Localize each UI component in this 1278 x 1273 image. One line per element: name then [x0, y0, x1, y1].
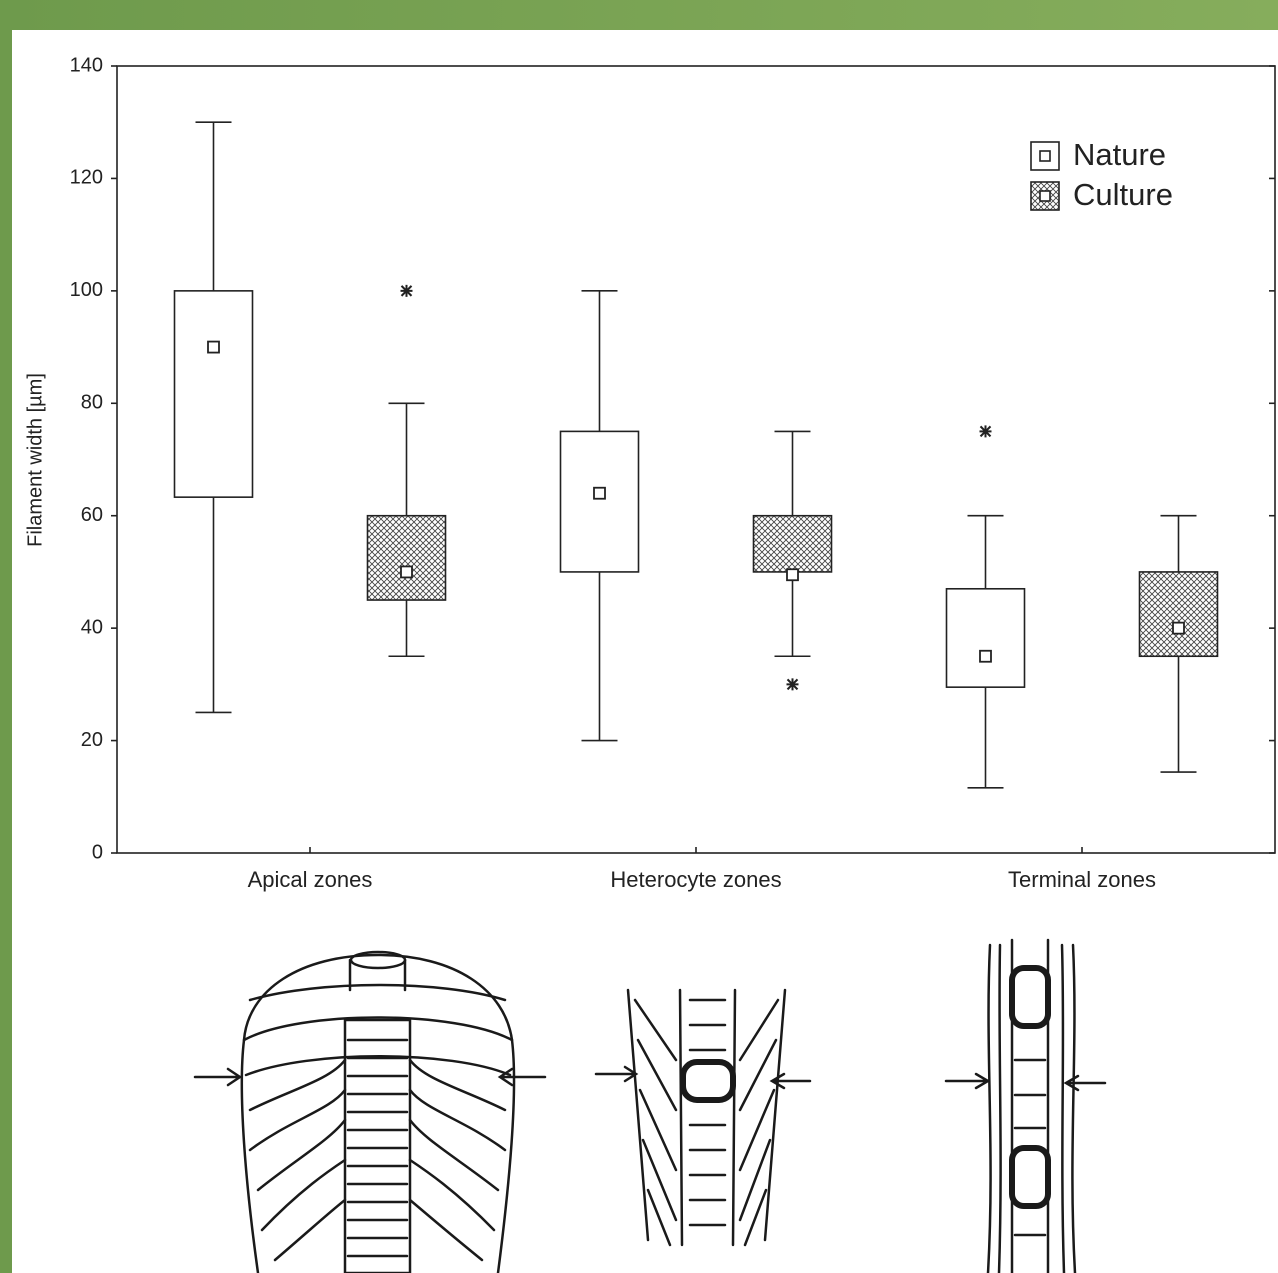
outlier	[401, 285, 413, 297]
y-tick-label: 20	[81, 729, 103, 751]
y-tick-label: 40	[81, 616, 103, 638]
x-tick-label: Heterocyte zones	[610, 867, 781, 892]
outlier	[787, 678, 799, 690]
box	[1140, 572, 1218, 656]
y-tick-label: 120	[70, 167, 103, 189]
heterocyte-illustration	[596, 990, 810, 1245]
box	[175, 291, 253, 497]
legend-label: Culture	[1073, 177, 1173, 212]
y-axis-label: Filament width [µm]	[24, 373, 46, 547]
legend-label: Nature	[1073, 137, 1166, 172]
median-marker	[208, 342, 219, 353]
box	[561, 431, 639, 572]
median-marker	[594, 488, 605, 499]
outlier	[980, 425, 992, 437]
box	[947, 589, 1025, 687]
median-marker	[401, 566, 412, 577]
y-tick-label: 100	[70, 279, 103, 301]
apical-illustration	[195, 952, 545, 1273]
median-marker	[980, 651, 991, 662]
median-marker	[1173, 623, 1184, 634]
y-tick-label: 140	[70, 54, 103, 76]
box	[754, 516, 832, 572]
legend-marker	[1040, 191, 1050, 201]
terminal-illustration	[946, 940, 1105, 1273]
y-tick-label: 0	[92, 841, 103, 863]
box	[368, 516, 446, 600]
median-marker	[787, 569, 798, 580]
x-tick-label: Terminal zones	[1008, 867, 1156, 892]
y-tick-label: 60	[81, 504, 103, 526]
chart: Filament width [µm] 0 20 40 60 80 100 120 140 Ap…	[0, 0, 1278, 1273]
y-tick-label: 80	[81, 392, 103, 414]
legend-marker	[1040, 151, 1050, 161]
x-tick-label: Apical zones	[248, 867, 373, 892]
